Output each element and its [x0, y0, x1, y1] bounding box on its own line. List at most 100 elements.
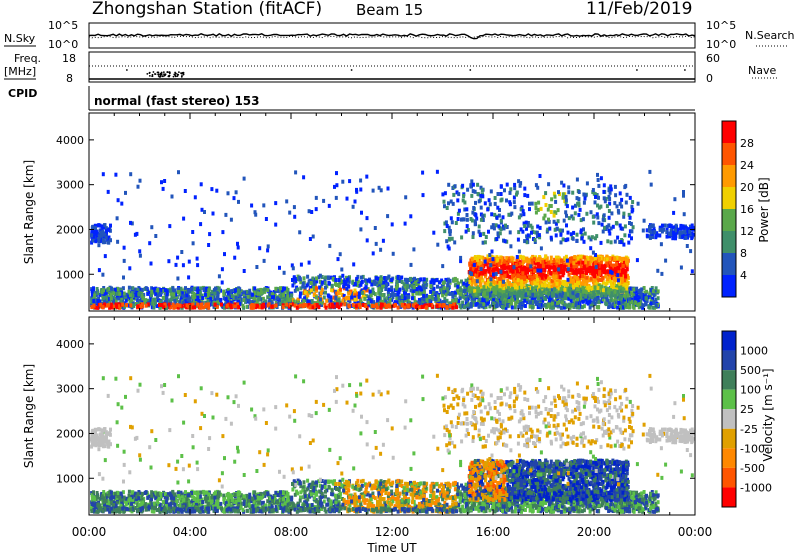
power-cell [517, 215, 521, 220]
power-cell [429, 289, 433, 294]
power-cell [385, 276, 389, 281]
power-cell [210, 291, 214, 296]
power-cell [191, 305, 195, 310]
power-cell [636, 298, 640, 302]
power-cell [511, 278, 515, 282]
power-cell [547, 284, 551, 289]
power-cell [490, 291, 494, 296]
power-cell [608, 260, 612, 265]
power-cell [530, 230, 533, 235]
power-cell [190, 290, 194, 294]
power-cell [629, 295, 633, 300]
power-cell [488, 304, 492, 309]
power-cell [152, 297, 156, 302]
power-cell [204, 304, 208, 309]
power-cell [362, 289, 366, 294]
power-cell [571, 268, 575, 272]
power-cell [601, 229, 605, 234]
power-cell [582, 239, 586, 244]
power-cell [258, 305, 262, 310]
power-cell [222, 296, 226, 301]
power-cell [460, 279, 463, 284]
power-cell [491, 294, 495, 299]
power-cell [122, 291, 126, 296]
power-cell [339, 279, 343, 284]
power-cell [621, 256, 624, 261]
power-cell [479, 303, 483, 308]
power-cell [625, 291, 629, 296]
power-cell [451, 305, 455, 310]
power-cell [461, 300, 465, 305]
power-cell [325, 298, 329, 303]
power-cell [384, 287, 388, 291]
power-cell [381, 284, 385, 289]
power-cell [549, 210, 553, 214]
power-cell [273, 293, 277, 298]
power-cell [579, 254, 582, 259]
power-cell [548, 204, 552, 208]
power-cell [466, 305, 470, 310]
power-cell [450, 220, 454, 225]
power-cell [164, 300, 168, 305]
power-cell [594, 296, 598, 301]
power-cell [439, 300, 443, 305]
power-cell [226, 296, 230, 301]
power-cell [506, 265, 509, 270]
power-cell [519, 265, 523, 269]
power-cell [589, 276, 593, 281]
power-cell [609, 240, 613, 245]
power-cell [485, 291, 489, 296]
power-cell [477, 224, 481, 229]
freq-tick-low: 8 [66, 72, 73, 85]
power-cell [303, 303, 307, 307]
power-cell [403, 305, 407, 310]
power-cell [321, 300, 325, 305]
power-cell [572, 270, 576, 275]
power-cell [634, 289, 638, 294]
power-cell [617, 210, 621, 215]
power-cell [185, 297, 189, 302]
freq-dot [174, 74, 177, 77]
power-cell [560, 258, 563, 263]
power-cell [407, 294, 411, 299]
power-cell [603, 264, 607, 269]
power-cell [533, 296, 537, 301]
power-cell [417, 297, 421, 302]
power-cell [293, 288, 297, 293]
power-cell [501, 300, 505, 305]
power-cell [575, 301, 579, 306]
power-cell [508, 274, 512, 279]
power-cell [274, 286, 278, 291]
power-cell [252, 296, 256, 301]
power-cell [335, 282, 338, 287]
power-cell [324, 305, 328, 310]
power-cell [521, 301, 525, 305]
power-cell [483, 240, 487, 245]
power-cell [342, 293, 346, 298]
power-cell [480, 275, 483, 280]
power-cell [626, 275, 630, 280]
power-cell [376, 297, 380, 302]
power-cell [550, 197, 554, 202]
power-cell [249, 303, 253, 308]
power-cell [591, 188, 595, 192]
power-cell [94, 291, 98, 296]
power-cell [457, 298, 461, 303]
power-cell [561, 192, 565, 197]
power-cell [538, 260, 542, 265]
power-cell [359, 298, 363, 303]
power-cell [299, 280, 303, 285]
power-cell [532, 278, 536, 283]
power-cell [343, 302, 347, 307]
freq-dot [174, 71, 177, 74]
power-cell [488, 258, 492, 262]
nave-tick-low: 0 [706, 72, 713, 85]
power-cell [386, 290, 390, 294]
power-cell [439, 287, 443, 292]
power-cell [182, 300, 186, 305]
power-cell [558, 275, 562, 280]
power-cell [396, 283, 399, 288]
power-cell [278, 288, 282, 293]
power-cell [552, 271, 556, 276]
power-cell [569, 279, 573, 284]
